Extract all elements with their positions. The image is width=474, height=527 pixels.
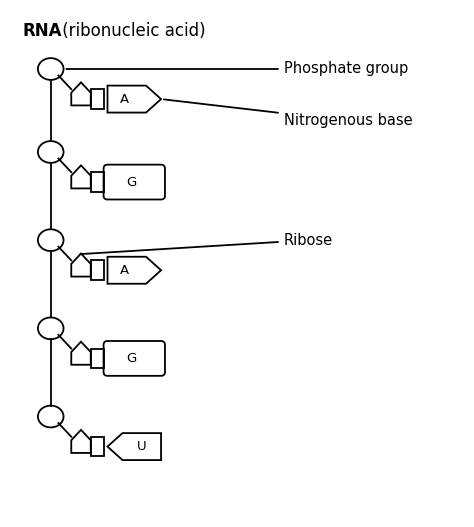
Text: (ribonucleic acid): (ribonucleic acid) bbox=[57, 22, 206, 41]
Bar bbox=[91, 437, 104, 456]
Bar bbox=[91, 172, 104, 192]
Text: Phosphate group: Phosphate group bbox=[66, 62, 408, 76]
Text: U: U bbox=[137, 440, 146, 453]
Text: Nitrogenous base: Nitrogenous base bbox=[164, 100, 412, 129]
Text: Ribose: Ribose bbox=[80, 232, 333, 254]
Bar bbox=[91, 89, 104, 109]
Text: G: G bbox=[127, 352, 137, 365]
Text: A: A bbox=[120, 93, 129, 105]
Bar bbox=[91, 260, 104, 280]
Text: G: G bbox=[127, 175, 137, 189]
Text: RNA: RNA bbox=[23, 22, 62, 41]
Text: A: A bbox=[120, 264, 129, 277]
Bar bbox=[91, 348, 104, 368]
